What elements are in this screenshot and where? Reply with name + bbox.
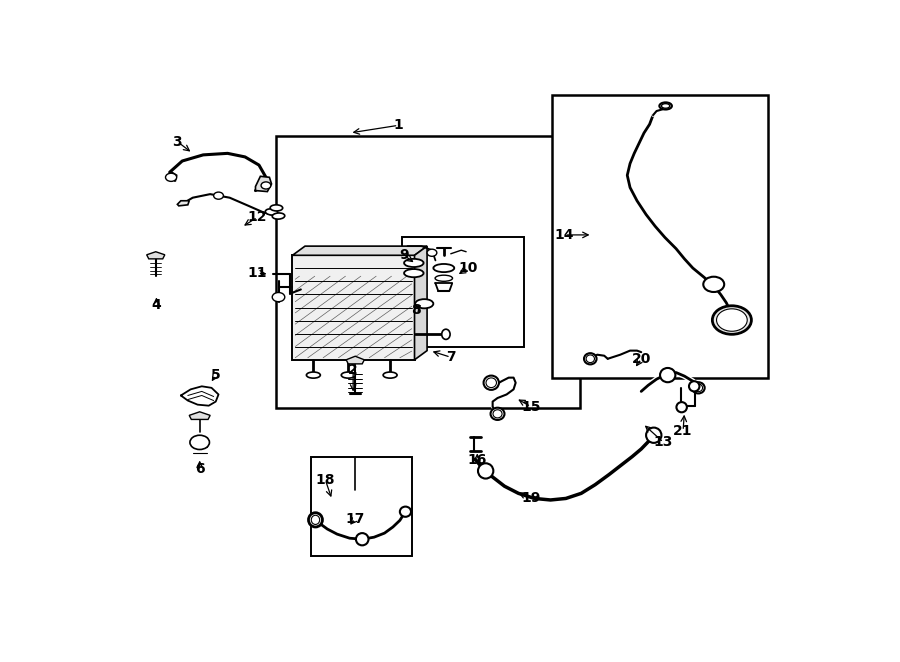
Ellipse shape <box>435 275 453 281</box>
Ellipse shape <box>442 329 450 340</box>
Ellipse shape <box>306 372 320 378</box>
Polygon shape <box>166 172 176 181</box>
Text: 18: 18 <box>316 473 335 487</box>
Circle shape <box>213 192 223 199</box>
Text: 7: 7 <box>446 350 455 364</box>
Ellipse shape <box>404 269 424 277</box>
Circle shape <box>716 308 747 331</box>
Polygon shape <box>147 252 165 259</box>
Ellipse shape <box>266 209 278 215</box>
Bar <box>276 136 580 408</box>
Ellipse shape <box>272 213 284 219</box>
Ellipse shape <box>493 410 502 418</box>
Ellipse shape <box>270 205 283 211</box>
Text: 12: 12 <box>248 210 267 224</box>
Text: 17: 17 <box>346 512 365 526</box>
Polygon shape <box>177 201 189 206</box>
Bar <box>311 457 412 556</box>
Text: 1: 1 <box>393 118 403 132</box>
Ellipse shape <box>383 372 397 378</box>
Text: 16: 16 <box>468 453 487 467</box>
Text: 15: 15 <box>521 400 541 414</box>
Text: 4: 4 <box>151 298 161 312</box>
Circle shape <box>261 182 271 189</box>
Circle shape <box>190 435 210 449</box>
Ellipse shape <box>404 259 424 267</box>
Ellipse shape <box>660 368 675 382</box>
Bar <box>402 238 524 347</box>
Ellipse shape <box>400 506 411 517</box>
Ellipse shape <box>694 384 703 392</box>
Ellipse shape <box>646 428 662 443</box>
Polygon shape <box>189 412 211 420</box>
Ellipse shape <box>660 103 672 109</box>
Ellipse shape <box>689 381 699 391</box>
Text: 20: 20 <box>632 352 651 366</box>
Ellipse shape <box>692 382 705 393</box>
Ellipse shape <box>677 402 687 412</box>
Text: 14: 14 <box>554 228 574 242</box>
Ellipse shape <box>356 533 368 545</box>
Ellipse shape <box>491 408 505 420</box>
Text: 11: 11 <box>248 266 267 280</box>
Text: 6: 6 <box>195 462 204 477</box>
Circle shape <box>713 306 752 334</box>
Text: 2: 2 <box>348 363 358 377</box>
Bar <box>552 95 768 377</box>
Ellipse shape <box>486 378 497 387</box>
Text: 21: 21 <box>673 424 693 438</box>
Ellipse shape <box>662 104 670 109</box>
Polygon shape <box>415 246 428 359</box>
Ellipse shape <box>478 463 493 479</box>
Polygon shape <box>292 246 428 256</box>
Circle shape <box>272 293 284 302</box>
Text: 8: 8 <box>411 303 421 317</box>
Ellipse shape <box>586 355 595 363</box>
Polygon shape <box>256 176 272 191</box>
Ellipse shape <box>483 375 499 390</box>
Ellipse shape <box>415 299 434 308</box>
Ellipse shape <box>309 512 322 527</box>
Text: 3: 3 <box>173 134 182 149</box>
Ellipse shape <box>311 515 320 524</box>
Text: 9: 9 <box>400 248 409 262</box>
Text: 10: 10 <box>458 261 478 275</box>
Bar <box>292 256 415 359</box>
Circle shape <box>428 249 436 256</box>
Ellipse shape <box>434 264 454 272</box>
Polygon shape <box>346 356 364 364</box>
Circle shape <box>166 173 176 181</box>
Ellipse shape <box>584 353 597 364</box>
Ellipse shape <box>341 372 356 378</box>
Circle shape <box>703 277 724 292</box>
Text: 13: 13 <box>653 436 673 449</box>
Text: 19: 19 <box>521 491 541 506</box>
Text: 5: 5 <box>211 368 220 382</box>
